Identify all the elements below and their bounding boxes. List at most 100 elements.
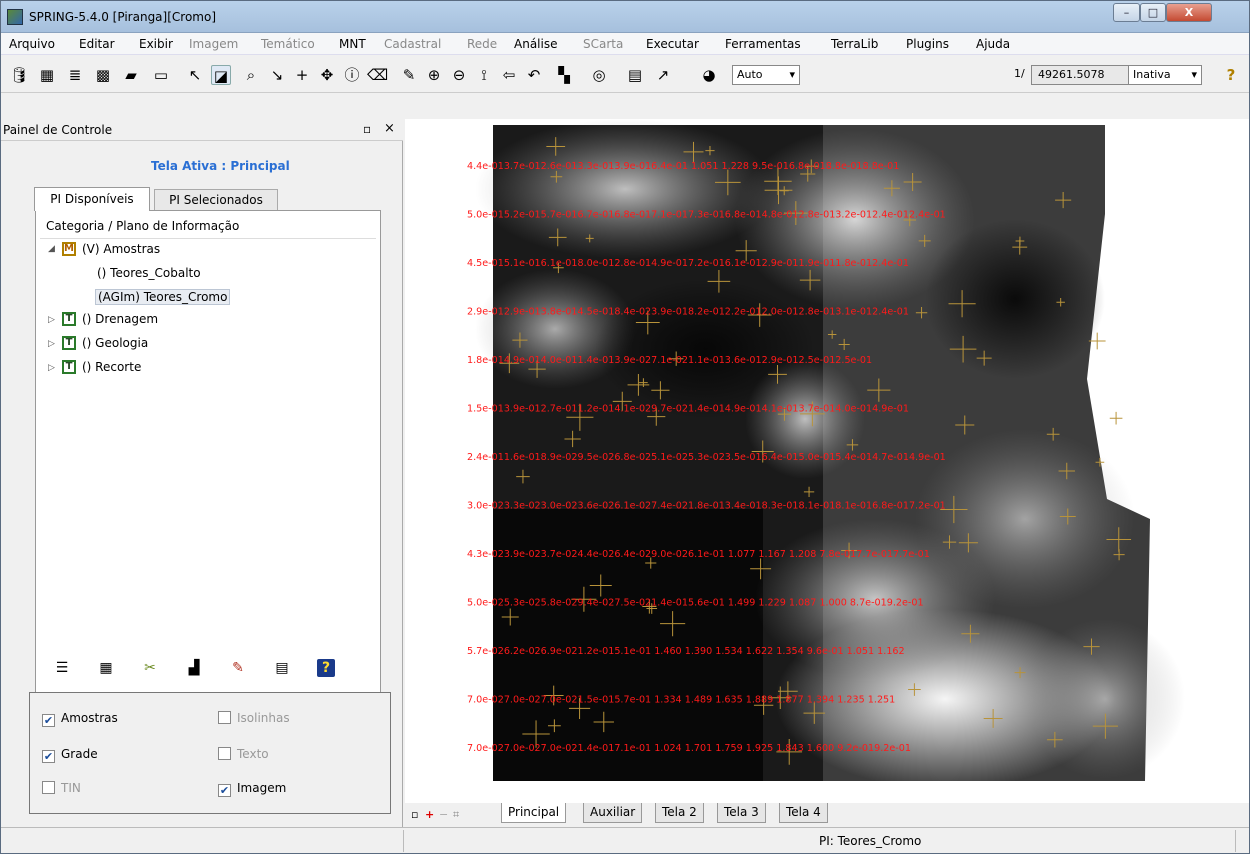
texto-checkbox[interactable]: Texto (218, 747, 269, 761)
menu-arquivo[interactable]: Arquivo (9, 37, 55, 51)
crosshair-icon[interactable]: + (295, 66, 309, 84)
sample-cross (568, 697, 591, 719)
zoom-icon[interactable]: ⌕ (246, 66, 256, 84)
menu-cadastral[interactable]: Cadastral (384, 37, 442, 51)
grid-value-row: 1.8e-014.9e-014.0e-011.4e-013.9e-027.1e-… (467, 355, 872, 366)
chart-icon[interactable]: ▟ (188, 660, 200, 676)
view-tab-auxiliar[interactable]: Auxiliar (583, 803, 643, 823)
close-button[interactable]: X (1166, 3, 1212, 22)
database-icon[interactable]: 🛢 (9, 66, 29, 84)
zoom-area-icon[interactable]: ⟟ (481, 66, 487, 84)
down-right-arrow-icon[interactable]: ↘ (270, 66, 284, 84)
collapse-arrow-icon[interactable]: ▷ (48, 363, 55, 373)
display-options: ✔ Amostras Isolinhas ✔ Grade Texto TIN ✔ Im… (29, 692, 391, 814)
grid-value-row: 5.7e-026.2e-026.9e-021.2e-015.1e-01 1.46… (467, 646, 905, 657)
minimize-button[interactable]: – (1113, 3, 1140, 22)
polygon-icon[interactable]: ▰ (125, 66, 137, 84)
status-combo[interactable]: Inativa ▾ (1128, 65, 1202, 85)
raster-icon[interactable]: ▤ (627, 66, 643, 84)
layers-icon[interactable]: ≣ (68, 66, 82, 84)
selection-icon[interactable]: ◪ (211, 65, 231, 85)
menu-ajuda[interactable]: Ajuda (976, 37, 1011, 51)
remove-tab-icon[interactable]: − (439, 808, 449, 821)
imagem-checkbox[interactable]: ✔ Imagem (218, 781, 286, 797)
grade-checkbox[interactable]: ✔ Grade (42, 747, 98, 763)
menu-analise[interactable]: Análise (514, 37, 558, 51)
map-canvas[interactable]: 4.4e-013.7e-012.6e-013.3e-013.9e-016.4e-… (405, 119, 1249, 823)
tin-checkbox[interactable]: TIN (42, 781, 81, 795)
pan-icon[interactable]: ✥ (320, 66, 334, 84)
menu-exibir[interactable]: Exibir (139, 37, 173, 51)
zoom-in-icon[interactable]: ⊕ (427, 66, 441, 84)
map-svg[interactable]: 4.4e-013.7e-012.6e-013.3e-013.9e-016.4e-… (405, 119, 1249, 803)
panel-header: Painel de Controle ▫ × (1, 119, 403, 141)
menu-plugins[interactable]: Plugins (906, 37, 949, 51)
expand-arrow-icon[interactable]: ◢ (48, 244, 55, 254)
title-bar[interactable]: SPRING-5.4.0 [Piranga][Cromo] – □ X (1, 1, 1249, 33)
tab-pi-disponiveis[interactable]: PI Disponíveis (34, 187, 150, 211)
eraser-icon[interactable]: ⌫ (367, 66, 389, 84)
menu-rede[interactable]: Rede (467, 37, 498, 51)
info-icon[interactable]: ⓘ (344, 66, 360, 84)
menu-tematico[interactable]: Temático (261, 37, 315, 51)
view-tab-tela-4[interactable]: Tela 4 (779, 803, 828, 823)
tab-list-icon[interactable]: ⌗ (453, 808, 460, 821)
mosaic-icon[interactable]: ▚ (558, 66, 570, 84)
panel-close-icon[interactable]: × (384, 121, 395, 136)
tree-node-drenagem[interactable]: () Drenagem (82, 312, 159, 326)
palette-icon[interactable]: ◕ (702, 66, 716, 84)
pointer-plus-icon[interactable]: ↗ (656, 66, 670, 84)
sample-cross (983, 709, 1003, 728)
view-tab-tela-3[interactable]: Tela 3 (717, 803, 766, 823)
image-catalog-icon[interactable]: ▦ (39, 66, 55, 84)
status-combo-value: Inativa (1133, 68, 1171, 81)
menu-scarta[interactable]: SCarta (583, 37, 624, 51)
zoom-out-icon[interactable]: ⊖ (452, 66, 466, 84)
float-icon[interactable]: ▫ (363, 122, 372, 136)
tab-pi-selecionados[interactable]: PI Selecionados (154, 189, 278, 211)
menu-editar[interactable]: Editar (79, 37, 115, 51)
amostras-label: Amostras (61, 711, 118, 725)
back-arrow-icon[interactable]: ⇦ (502, 66, 516, 84)
view-tab-tela-2[interactable]: Tela 2 (655, 803, 704, 823)
list-icon[interactable]: ☰ (55, 660, 69, 676)
menu-executar[interactable]: Executar (646, 37, 699, 51)
collapse-arrow-icon[interactable]: ▷ (48, 339, 55, 349)
legend-icon[interactable]: ▤ (275, 660, 289, 676)
add-tab-icon[interactable]: + (425, 808, 435, 821)
menu-ferramentas[interactable]: Ferramentas (725, 37, 801, 51)
edit-pencil-icon[interactable]: ✎ (402, 66, 416, 84)
rectangle-icon[interactable]: ▭ (153, 66, 169, 84)
cursor-icon[interactable]: ↖ (188, 66, 202, 84)
scale-input[interactable]: 49261.5078 (1031, 65, 1129, 85)
sample-cross (1083, 638, 1100, 655)
sample-cross (940, 495, 968, 524)
sample-cross (512, 332, 528, 348)
isolinhas-checkbox[interactable]: Isolinhas (218, 711, 290, 725)
menu-imagem[interactable]: Imagem (189, 37, 239, 51)
help-icon[interactable]: ? (317, 659, 335, 677)
grid-icon[interactable]: ▩ (95, 66, 111, 84)
pencil-icon[interactable]: ✎ (232, 660, 244, 676)
amostras-checkbox[interactable]: ✔ Amostras (42, 711, 118, 727)
undo-icon[interactable]: ↶ (527, 66, 541, 84)
collapse-arrow-icon[interactable]: ▷ (48, 315, 55, 325)
tools-icon[interactable]: ✂ (144, 660, 156, 676)
menu-mnt[interactable]: MNT (339, 37, 366, 51)
help-icon[interactable]: ? (1226, 66, 1236, 84)
scale-zoom-icon[interactable]: ◎ (592, 66, 606, 84)
tree-node-recorte[interactable]: () Recorte (82, 360, 142, 374)
tree-node-teores-cromo[interactable]: (AGIm) Teores_Cromo (95, 289, 231, 305)
tree-header: Categoria / Plano de Informação (46, 219, 240, 233)
tab-nav-first-icon[interactable]: ▫ (411, 808, 419, 821)
maximize-button[interactable]: □ (1140, 3, 1166, 22)
tree-node-geologia[interactable]: () Geologia (82, 336, 149, 350)
sample-cross (528, 360, 546, 378)
tree-node-amostras[interactable]: (V) Amostras (82, 242, 161, 256)
sample-cross (547, 719, 561, 733)
mode-combo[interactable]: Auto ▾ (732, 65, 800, 85)
table-icon[interactable]: ▦ (99, 660, 113, 676)
view-tab-principal[interactable]: Principal (501, 803, 567, 823)
tree-node-teores-cobalto[interactable]: () Teores_Cobalto (97, 266, 201, 280)
menu-terralib[interactable]: TerraLib (831, 37, 879, 51)
